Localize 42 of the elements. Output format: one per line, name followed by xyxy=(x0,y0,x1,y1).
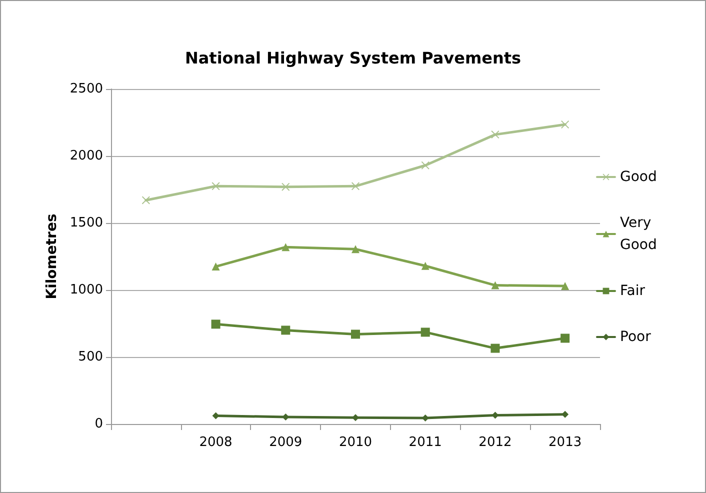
chart-title: National Highway System Pavements xyxy=(184,48,522,68)
point xyxy=(561,120,570,129)
y-tick-label: 500 xyxy=(78,350,103,364)
point xyxy=(282,182,290,191)
point xyxy=(491,281,500,290)
point xyxy=(282,414,290,421)
point xyxy=(560,334,570,343)
x-tick-label: 2011 xyxy=(408,435,442,450)
point xyxy=(420,328,430,337)
x-tick-label: 2010 xyxy=(338,435,372,450)
legend-label: Good xyxy=(620,169,657,185)
x-tick-label: 2008 xyxy=(199,435,232,450)
y-tick-label: 2500 xyxy=(70,82,103,96)
x-tick-label: 2013 xyxy=(548,435,582,450)
x-tick-label: 2012 xyxy=(478,435,512,450)
point xyxy=(561,282,570,290)
point xyxy=(352,414,359,422)
point xyxy=(351,330,360,339)
legend-label: Poor xyxy=(620,329,652,345)
x-tick-label: 2009 xyxy=(269,435,302,450)
point xyxy=(422,414,429,422)
point xyxy=(282,243,290,252)
point xyxy=(211,320,220,329)
legend-label: Very Good xyxy=(620,215,657,253)
point xyxy=(142,196,150,204)
point xyxy=(421,262,430,270)
point xyxy=(491,130,500,139)
y-tick-label: 0 xyxy=(94,416,103,432)
y-tick-label: 1500 xyxy=(70,216,103,230)
legend-label: Fair xyxy=(620,283,646,299)
point xyxy=(490,344,500,353)
point xyxy=(352,245,360,254)
y-axis-title: Kilometres xyxy=(44,214,60,300)
point xyxy=(352,182,360,190)
point xyxy=(562,410,569,418)
point xyxy=(212,262,220,271)
point xyxy=(212,412,220,420)
point xyxy=(281,326,290,335)
y-tick-label: 1000 xyxy=(70,282,103,298)
point xyxy=(421,161,430,170)
point xyxy=(212,182,220,190)
y-tick-label: 2000 xyxy=(70,148,103,164)
